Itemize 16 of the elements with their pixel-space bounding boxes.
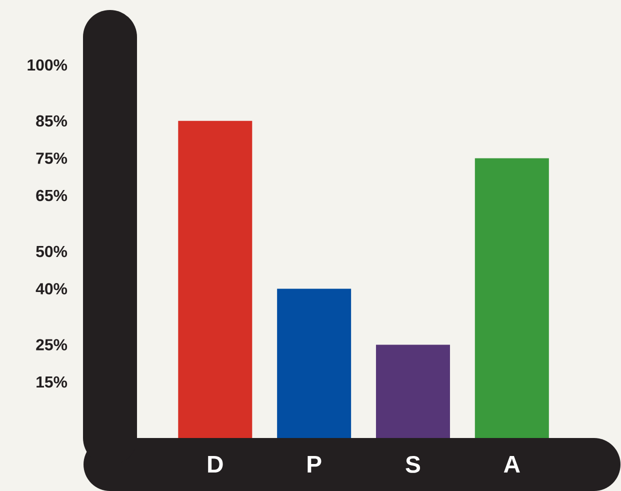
x-tick-label: P bbox=[308, 456, 322, 472]
x-tick-label: S bbox=[406, 456, 420, 473]
y-tick-label: 65% bbox=[36, 190, 68, 202]
bar bbox=[474, 158, 549, 438]
bar bbox=[277, 288, 352, 438]
x-tick-label: A bbox=[504, 456, 520, 472]
bar bbox=[178, 120, 252, 438]
bar bbox=[376, 344, 450, 438]
y-tick-label: 25% bbox=[36, 339, 68, 350]
y-tick-label: 100% bbox=[28, 59, 68, 71]
y-tick-label: 50% bbox=[36, 246, 68, 258]
y-tick-label: 40% bbox=[36, 283, 68, 294]
y-tick-label: 75% bbox=[36, 152, 68, 164]
y-tick-label: 15% bbox=[36, 376, 68, 388]
y-tick-label: 85% bbox=[36, 115, 68, 127]
x-tick-label: D bbox=[208, 456, 223, 472]
